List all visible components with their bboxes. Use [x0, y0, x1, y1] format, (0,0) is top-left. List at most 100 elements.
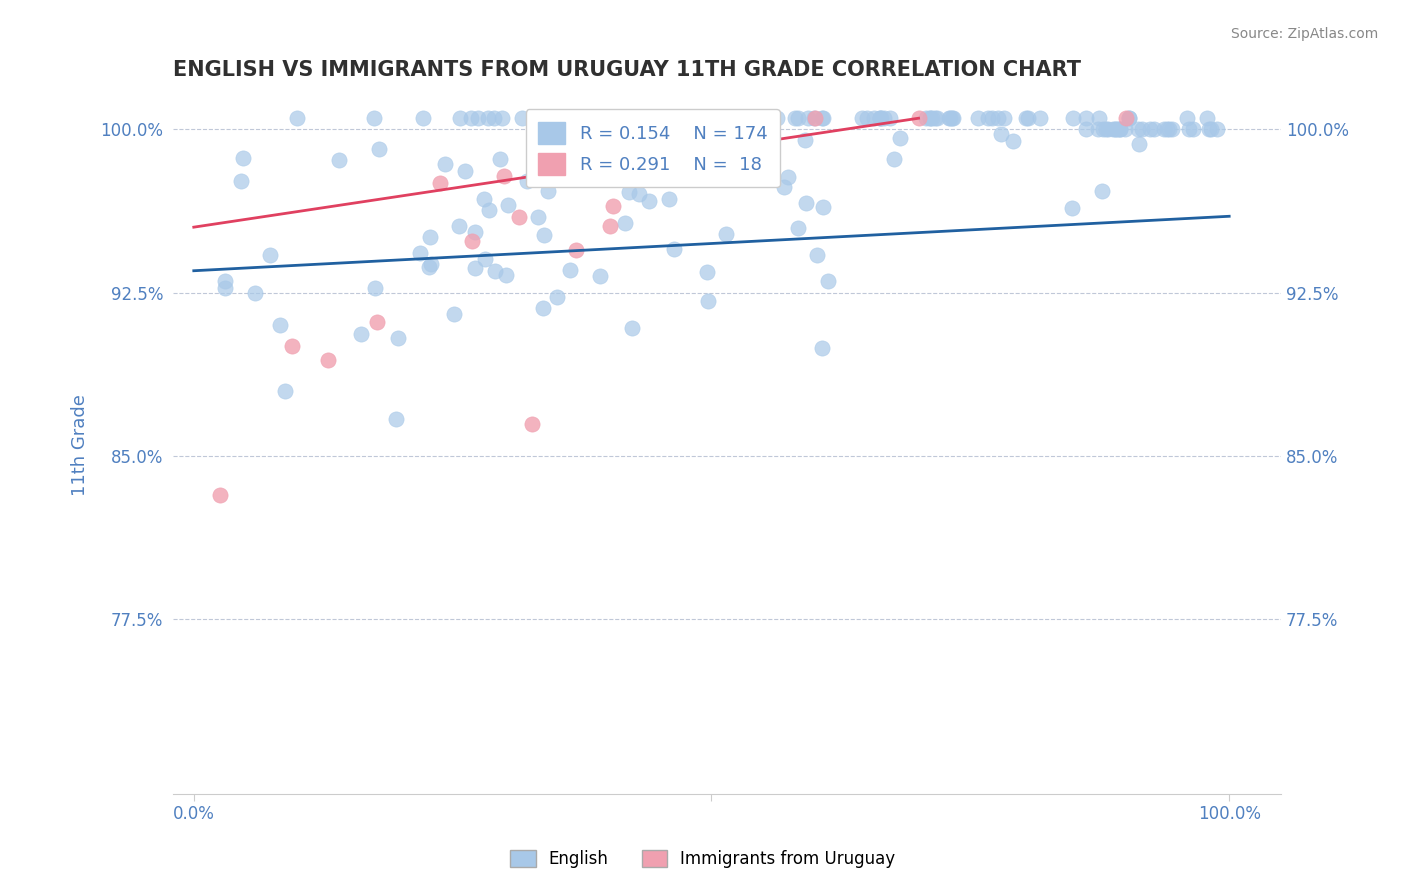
Point — [433, 157, 456, 171]
Point — [495, 268, 517, 282]
Text: Source: ZipAtlas.com: Source: ZipAtlas.com — [1230, 27, 1378, 41]
Point — [537, 184, 560, 198]
Point — [472, 192, 495, 206]
Point — [316, 352, 339, 367]
Point — [1175, 112, 1198, 126]
Point — [1076, 122, 1098, 136]
Point — [350, 326, 373, 341]
Point — [921, 112, 943, 126]
Point — [491, 112, 513, 126]
Point — [1181, 122, 1204, 136]
Point — [1177, 122, 1199, 136]
Point — [870, 112, 893, 126]
Point — [787, 221, 810, 235]
Point — [367, 142, 389, 156]
Point — [796, 196, 818, 211]
Point — [765, 112, 787, 126]
Point — [384, 412, 406, 426]
Point — [1104, 122, 1126, 136]
Point — [496, 198, 519, 212]
Point — [938, 112, 960, 126]
Point — [259, 248, 281, 262]
Point — [1109, 122, 1132, 136]
Point — [214, 281, 236, 295]
Point — [1015, 112, 1038, 126]
Point — [1118, 112, 1140, 126]
Point — [1139, 122, 1161, 136]
Point — [717, 112, 740, 126]
Point — [429, 176, 451, 190]
Point — [387, 330, 409, 344]
Point — [520, 417, 543, 432]
Point — [454, 163, 477, 178]
Point — [443, 307, 465, 321]
Point — [1074, 112, 1097, 126]
Point — [285, 112, 308, 126]
Point — [510, 112, 533, 126]
Point — [1198, 122, 1220, 136]
Point — [761, 136, 783, 150]
Point — [364, 281, 387, 295]
Point — [607, 112, 630, 126]
Point — [581, 112, 603, 126]
Point — [672, 137, 695, 152]
Point — [1017, 112, 1039, 126]
Point — [796, 112, 818, 126]
Point — [987, 112, 1010, 126]
Point — [1199, 122, 1222, 136]
Point — [508, 210, 530, 224]
Point — [363, 112, 385, 126]
Point — [460, 112, 482, 126]
Point — [620, 320, 643, 334]
Point — [1128, 122, 1150, 136]
Point — [811, 200, 834, 214]
Point — [697, 294, 720, 309]
Point — [598, 153, 620, 167]
Point — [981, 112, 1004, 126]
Point — [688, 112, 710, 126]
Point — [461, 234, 484, 248]
Point — [477, 112, 499, 126]
Point — [533, 227, 555, 242]
Point — [657, 112, 679, 126]
Point — [744, 112, 766, 126]
Point — [666, 124, 689, 138]
Point — [883, 152, 905, 166]
Point — [1156, 122, 1178, 136]
Point — [938, 112, 960, 126]
Point — [664, 242, 686, 256]
Point — [817, 274, 839, 288]
Point — [1118, 112, 1140, 126]
Point — [1092, 122, 1115, 136]
Point — [811, 342, 834, 356]
Point — [925, 112, 948, 126]
Point — [628, 152, 651, 166]
Point — [550, 129, 572, 144]
Point — [1143, 122, 1166, 136]
Point — [672, 131, 695, 145]
Point — [600, 112, 623, 126]
Point — [856, 112, 879, 126]
Point — [714, 227, 737, 241]
Point — [232, 151, 254, 165]
Point — [716, 112, 738, 126]
Point — [700, 123, 723, 137]
Point — [879, 112, 901, 126]
Point — [484, 112, 506, 126]
Point — [1002, 134, 1025, 148]
Point — [654, 112, 676, 126]
Point — [544, 116, 567, 130]
Point — [993, 112, 1015, 126]
Point — [449, 112, 471, 126]
Point — [638, 194, 661, 208]
Text: ENGLISH VS IMMIGRANTS FROM URUGUAY 11TH GRADE CORRELATION CHART: ENGLISH VS IMMIGRANTS FROM URUGUAY 11TH … — [173, 60, 1081, 79]
Point — [1062, 112, 1084, 126]
Point — [602, 199, 624, 213]
Point — [489, 153, 512, 167]
Point — [990, 127, 1012, 141]
Point — [941, 112, 963, 126]
Point — [328, 153, 350, 168]
Point — [806, 248, 828, 262]
Point — [794, 133, 817, 147]
Point — [631, 112, 654, 126]
